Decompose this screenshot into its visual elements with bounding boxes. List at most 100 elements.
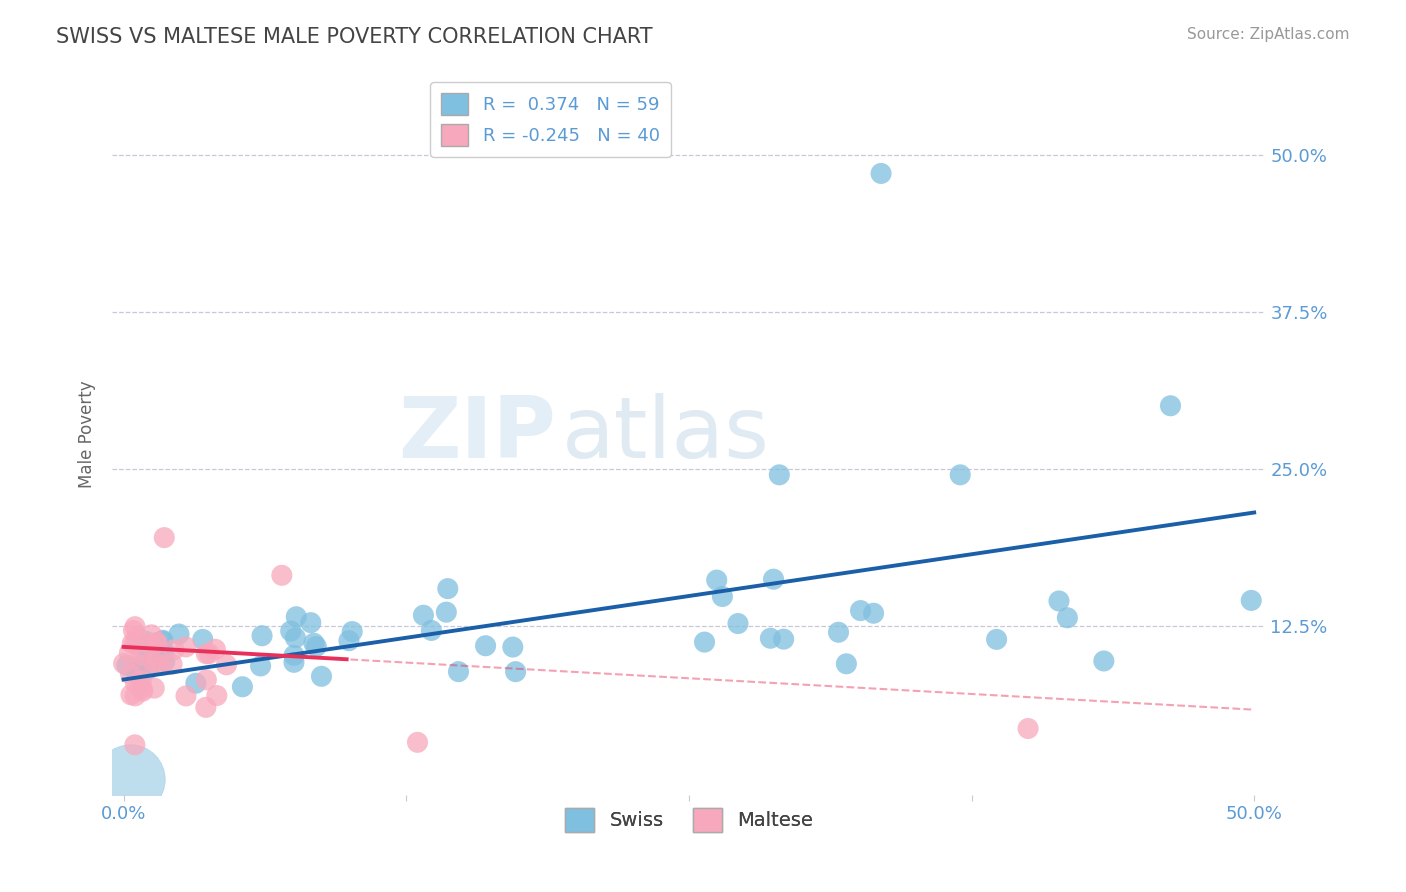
Point (693, 635, 716, 649)
Point (474, 639, 496, 653)
Point (160, 657, 183, 672)
Point (167, 627, 190, 641)
Point (280, 624, 302, 638)
Point (205, 689, 228, 703)
Point (194, 700, 217, 714)
Point (153, 531, 176, 545)
Point (150, 634, 173, 648)
Point (284, 631, 307, 645)
Point (727, 616, 749, 631)
Point (145, 635, 167, 649)
Point (502, 640, 524, 654)
Point (124, 738, 146, 752)
Point (420, 624, 443, 638)
Point (285, 609, 308, 624)
Point (762, 572, 785, 586)
Point (434, 605, 457, 619)
Point (299, 615, 322, 630)
Point (152, 633, 174, 648)
Point (949, 467, 972, 482)
Point (204, 642, 226, 657)
Point (772, 632, 794, 647)
Point (124, 676, 146, 690)
Point (283, 648, 305, 663)
Point (270, 568, 292, 582)
Point (870, 166, 893, 180)
Point (1056, 611, 1078, 625)
Point (174, 640, 197, 654)
Point (120, 688, 142, 702)
Point (191, 632, 214, 647)
Point (174, 689, 197, 703)
Point (305, 640, 328, 654)
Point (131, 684, 153, 698)
Point (143, 645, 166, 659)
Point (436, 582, 458, 596)
Point (121, 636, 143, 650)
Point (131, 682, 153, 697)
Point (139, 640, 162, 655)
Point (759, 632, 782, 646)
Text: atlas: atlas (562, 392, 770, 475)
Point (406, 735, 429, 749)
Point (986, 632, 1008, 647)
Point (120, 772, 142, 786)
Point (302, 636, 325, 650)
Point (1047, 594, 1070, 608)
Point (143, 681, 166, 695)
Point (124, 620, 146, 634)
Text: ZIP: ZIP (398, 392, 557, 475)
Point (124, 689, 146, 703)
Point (112, 657, 135, 671)
Point (1017, 722, 1039, 736)
Point (153, 645, 176, 659)
Point (141, 628, 163, 642)
Point (195, 673, 218, 687)
Point (184, 676, 207, 690)
Point (447, 665, 470, 679)
Text: Source: ZipAtlas.com: Source: ZipAtlas.com (1187, 27, 1350, 42)
Y-axis label: Male Poverty: Male Poverty (79, 380, 96, 488)
Point (711, 590, 734, 604)
Point (195, 647, 218, 661)
Point (231, 680, 253, 694)
Point (128, 665, 150, 679)
Point (139, 639, 162, 653)
Point (143, 656, 166, 670)
Point (835, 657, 858, 671)
Point (135, 640, 157, 654)
Point (1092, 654, 1115, 668)
Point (198, 647, 221, 661)
Point (706, 573, 728, 587)
Point (505, 665, 527, 679)
Point (215, 657, 238, 672)
Point (1160, 399, 1182, 413)
Point (120, 667, 142, 681)
Point (135, 634, 157, 648)
Point (283, 656, 305, 670)
Point (827, 625, 849, 640)
Point (118, 646, 141, 660)
Point (153, 655, 176, 669)
Point (163, 642, 186, 657)
Point (1240, 593, 1263, 607)
Point (138, 662, 160, 676)
Point (250, 629, 273, 643)
Point (129, 648, 152, 663)
Text: SWISS VS MALTESE MALE POVERTY CORRELATION CHART: SWISS VS MALTESE MALE POVERTY CORRELATIO… (56, 27, 652, 46)
Point (311, 669, 333, 683)
Point (125, 665, 148, 680)
Point (146, 649, 169, 664)
Point (768, 467, 790, 482)
Point (132, 658, 155, 673)
Point (849, 604, 872, 618)
Point (115, 658, 138, 673)
Point (125, 630, 148, 644)
Point (136, 639, 159, 653)
Legend: Swiss, Maltese: Swiss, Maltese (557, 800, 821, 839)
Point (150, 658, 173, 673)
Point (412, 608, 434, 623)
Point (146, 635, 169, 649)
Point (124, 637, 146, 651)
Point (862, 606, 884, 620)
